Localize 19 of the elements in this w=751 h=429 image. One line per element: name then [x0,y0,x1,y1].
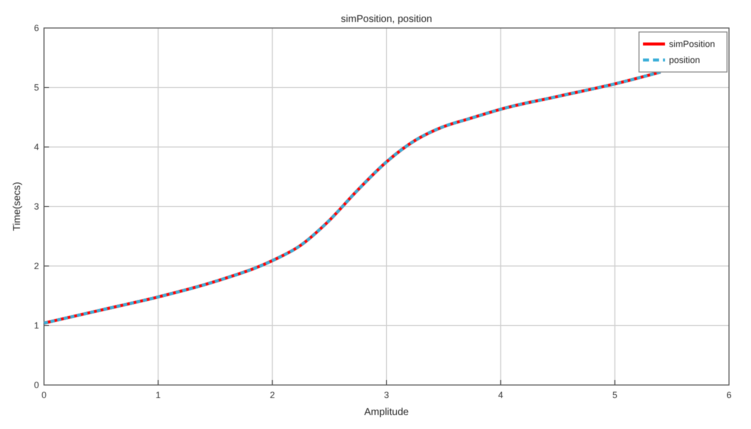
x-tick-label: 0 [41,390,47,400]
y-tick-label: 1 [34,320,39,330]
legend-label: simPosition [669,39,716,49]
x-axis-title: Amplitude [364,407,410,418]
x-tick-label: 6 [726,390,732,400]
y-axis-title: Time(secs) [12,182,23,232]
legend-label: position [669,55,700,65]
x-tick-label: 1 [156,390,161,400]
y-tick-label: 3 [34,202,39,212]
y-tick-label: 2 [34,261,39,271]
y-tick-label: 4 [34,142,39,152]
x-tick-label: 4 [498,390,504,400]
chart-title: simPosition, position [340,14,432,25]
x-tick-label: 3 [384,390,390,400]
x-tick-label: 2 [270,390,275,400]
x-tick-label: 5 [612,390,618,400]
y-tick-label: 6 [34,23,39,33]
y-tick-label: 0 [34,380,39,390]
y-tick-label: 5 [34,82,39,92]
